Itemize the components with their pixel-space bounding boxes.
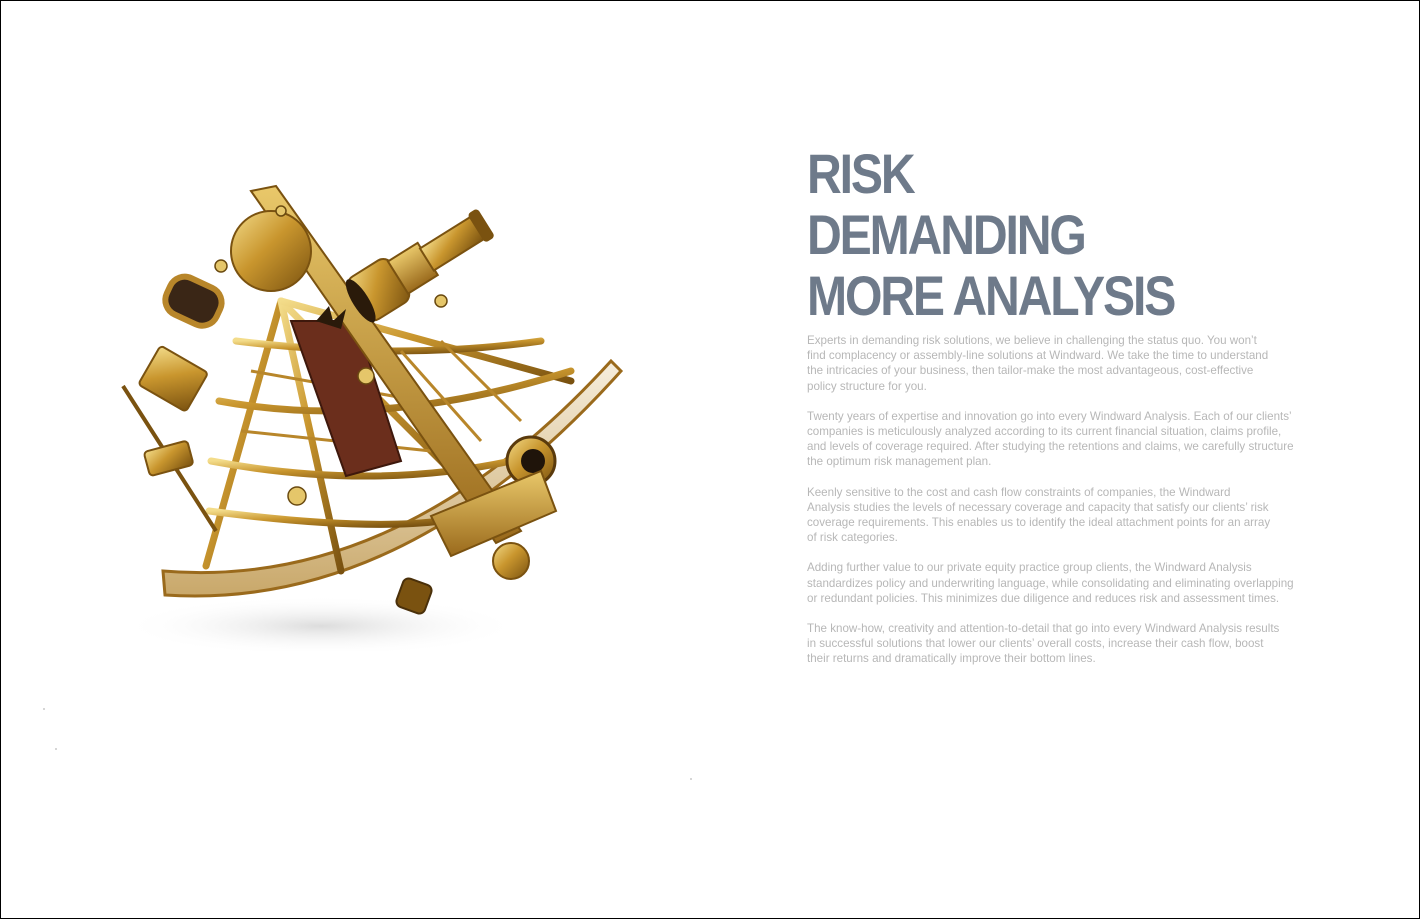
paragraph-line: Adding further value to our private equi…: [807, 561, 1252, 575]
sextant-horizon-mirror: [162, 273, 225, 329]
body-paragraph: The know-how, creativity and attention-t…: [807, 621, 1367, 667]
sextant-arm-logo: [316, 306, 346, 329]
paragraph-line: policy structure for you.: [807, 379, 927, 393]
sextant-screws: [214, 205, 448, 506]
sextant-index-mirror: [230, 210, 312, 292]
sextant-arc-scale: [161, 358, 624, 598]
body-copy: Experts in demanding risk solutions, we …: [807, 333, 1367, 682]
sextant-clamp-screw: [395, 577, 433, 615]
dust-speck: [43, 708, 45, 710]
sextant-shade-block: [138, 345, 208, 412]
sextant-telescope: [345, 209, 494, 323]
headline-line: RISK: [807, 142, 916, 205]
paragraph-line: Twenty years of expertise and innovation…: [807, 409, 1292, 423]
paragraph-line: find complacency or assembly-line soluti…: [807, 349, 1269, 363]
paragraph-line: and levels of coverage required. After s…: [807, 440, 1294, 454]
paragraph-line: their returns and dramatically improve t…: [807, 652, 1096, 666]
headline-line: DEMANDING: [807, 203, 1087, 266]
dust-speck: [690, 778, 692, 780]
paragraph-line: in successful solutions that lower our c…: [807, 637, 1264, 651]
paragraph-line: Keenly sensitive to the cost and cash fl…: [807, 485, 1231, 499]
paragraph-line: coverage requirements. This enables us t…: [807, 516, 1271, 530]
body-paragraph: Adding further value to our private equi…: [807, 560, 1367, 606]
headline: RISK DEMANDING MORE ANALYSIS: [807, 142, 1176, 327]
paragraph-line: Analysis studies the levels of necessary…: [807, 500, 1269, 514]
paragraph-line: the optimum risk management plan.: [807, 455, 992, 469]
sextant-shadow: [121, 596, 521, 651]
paragraph-line: companies is meticulously analyzed accor…: [807, 425, 1282, 439]
sextant-vernier: [429, 469, 558, 558]
body-paragraph: Twenty years of expertise and innovation…: [807, 409, 1367, 470]
paragraph-line: The know-how, creativity and attention-t…: [807, 622, 1280, 636]
sextant-index-arm: [249, 184, 523, 545]
sextant-micrometer-knob: [492, 542, 530, 580]
sextant-leg-bracket: [143, 440, 194, 477]
paragraph-line: the intricacies of your business, then t…: [807, 364, 1254, 378]
paragraph-line: or redundant policies. This minimizes du…: [807, 591, 1280, 605]
headline-line: MORE ANALYSIS: [807, 264, 1176, 327]
paragraph-line: of risk categories.: [807, 531, 898, 545]
body-paragraph: Experts in demanding risk solutions, we …: [807, 333, 1367, 394]
dust-speck: [55, 748, 57, 750]
body-paragraph: Keenly sensitive to the cost and cash fl…: [807, 485, 1367, 546]
sextant-illustration: [121, 184, 624, 651]
paragraph-line: standardizes policy and underwriting lan…: [807, 576, 1294, 590]
paragraph-line: Experts in demanding risk solutions, we …: [807, 334, 1257, 347]
